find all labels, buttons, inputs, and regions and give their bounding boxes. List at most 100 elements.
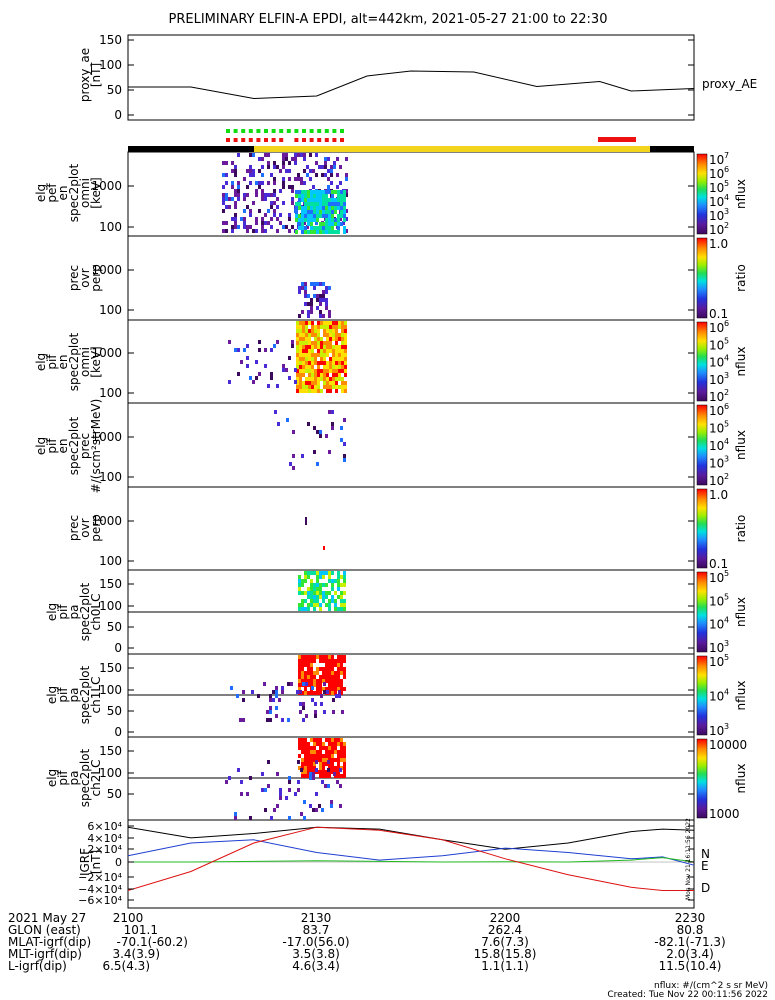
heatmap-cell-p2-a (307, 310, 310, 314)
heatmap-cell-p8-core (331, 770, 334, 774)
heatmap-cell-p1-core (319, 194, 322, 198)
heatmap-cell-p3-core (305, 357, 308, 361)
heatmap-cell-p6-core (319, 587, 322, 591)
heatmap-cell-p1-core (313, 226, 316, 230)
heatmap-cell-p8-core (307, 754, 310, 758)
heatmap-cell-p1-core (322, 210, 325, 214)
heatmap-cell-p7-core (310, 671, 313, 675)
heatmap-cell-p3-scatter (255, 360, 258, 364)
heatmap-cell-p8-scatter (327, 760, 330, 764)
heatmap-cell-p7-core (331, 675, 334, 679)
heatmap-cell-p3-core (311, 389, 314, 393)
heatmap-cell-p3-scatter (273, 344, 276, 348)
heatmap-cell-p1-core (331, 206, 334, 210)
heatmap-cell-p8-core (319, 762, 322, 766)
heatmap-cell-p3-core (335, 337, 338, 341)
heatmap-cell-p7-scatter (338, 694, 341, 698)
heatmap-cell-p1-core (343, 214, 346, 218)
ylabel-p6-0: elg (45, 603, 59, 621)
heatmap-cell-p1-core (337, 198, 340, 202)
heatmap-cell-p3-core (341, 333, 344, 337)
heatmap-cell-p3-core (326, 325, 329, 329)
heatmap-cell-p8-scatter (309, 804, 312, 808)
heatmap-cell-p1-outer (267, 153, 270, 157)
colorbar-tick-p1-1: 10 (709, 167, 724, 181)
frame-igrf (127, 819, 695, 909)
heatmap-cell-p1-outer (267, 193, 270, 197)
heatmap-cell-p6-core (340, 599, 343, 603)
heatmap-cell-p3-scatter (258, 340, 261, 344)
heatmap-cell-p7-scatter (299, 690, 302, 694)
heatmap-cell-p1-core (322, 194, 325, 198)
heatmap-cell-p3-core (323, 377, 326, 381)
heatmap-cell-p8-core (322, 770, 325, 774)
heatmap-cell-p7-scatter (239, 718, 242, 722)
heatmap-cell-p1-core (328, 198, 331, 202)
heatmap-cell-p7-core (319, 667, 322, 671)
heatmap-cell-p8-core (301, 742, 304, 746)
heatmap-cell-p6-core (304, 607, 307, 611)
igrf-line-plot (127, 826, 695, 891)
heatmap-cell-p3-core (317, 361, 320, 365)
heatmap-cell-p1-outer (258, 209, 261, 213)
heatmap-cell-p7-core (340, 659, 343, 663)
heatmap-cell-p7-scatter (296, 690, 299, 694)
heatmap-cell-p3-core (314, 389, 317, 393)
heatmap-cell-p3-core (305, 337, 308, 341)
heatmap-cell-p1-core (313, 214, 316, 218)
heatmap-cell-p7-scatter (269, 698, 272, 702)
heatmap-cell-p8-core (304, 758, 307, 762)
heatmap-cell-p6-core (319, 575, 322, 579)
ytick-p2-1: 100 (99, 303, 122, 317)
heatmap-cell-p1-outer (264, 221, 267, 225)
heatmap-cell-p1-core (322, 222, 325, 226)
heatmap-cell-p8-scatter (279, 788, 282, 792)
heatmap-cell-p6-core (298, 587, 301, 591)
heatmap-cell-p8-core (310, 762, 313, 766)
heatmap-cell-p3-core (302, 357, 305, 361)
heatmap-cell-p3-core (302, 337, 305, 341)
heatmap-cell-p1-outer (327, 177, 330, 181)
heatmap-cell-p7-core (325, 687, 328, 691)
heatmap-cell-p1-outer (276, 217, 279, 221)
heatmap-cell-p3-core (317, 385, 320, 389)
heatmap-cell-p7-core (328, 671, 331, 675)
heatmap-cell-p3-core (332, 353, 335, 357)
unit-note: nflux: #/(cm^2 s sr MeV) (654, 981, 768, 991)
colorbar-tick-p3-4: 10 (709, 390, 724, 404)
colorbar-unit-p5: ratio (734, 515, 748, 543)
heatmap-cell-p1-outer (261, 157, 264, 161)
colorbar-tick-p1-4: 10 (709, 209, 724, 223)
heatmap-cell-p8-scatter (315, 760, 318, 764)
heatmap-cell-p7-core (337, 663, 340, 667)
heatmap-cell-p1-outer (243, 225, 246, 229)
heatmap-cell-p1-outer (336, 157, 339, 161)
heatmap-cell-p1-outer (288, 229, 291, 233)
heatmap-cell-p3-core (305, 369, 308, 373)
heatmap-cell-p3-core (299, 361, 302, 365)
heatmap-cell-p8-scatter (312, 772, 315, 776)
heatmap-cell-p2-a (301, 286, 304, 290)
heatmap-cell-p7-core (310, 675, 313, 679)
heatmap-cell-p7-scatter (320, 694, 323, 698)
heatmap-cell-p6-core (298, 583, 301, 587)
heatmap-cell-p7-scatter (305, 682, 308, 686)
heatmap-cell-p1-outer (252, 201, 255, 205)
series-proxy-ae (128, 70, 695, 100)
heatmap-cell-p3-core (302, 385, 305, 389)
heatmap-cell-p3-core (338, 333, 341, 337)
heatmap-cell-p8-core (316, 750, 319, 754)
heatmap-cell-p7-core (319, 659, 322, 663)
heatmap-cell-p1-core (322, 230, 325, 234)
heatmap-cell-p1-outer (336, 185, 339, 189)
heatmap-cell-p3-core (317, 337, 320, 341)
heatmap-cell-p1-outer (225, 221, 228, 225)
dash-green-6 (271, 129, 276, 133)
heatmap-cell-p6-core (316, 595, 319, 599)
heatmap-cell-p1-outer (282, 185, 285, 189)
dash-red-5 (264, 138, 268, 142)
heatmap-cell-p2-a (322, 314, 325, 318)
dash-red-6 (271, 138, 276, 142)
heatmap-cell-p7-core (334, 671, 337, 675)
heatmap-cell-p1-core (304, 230, 307, 234)
